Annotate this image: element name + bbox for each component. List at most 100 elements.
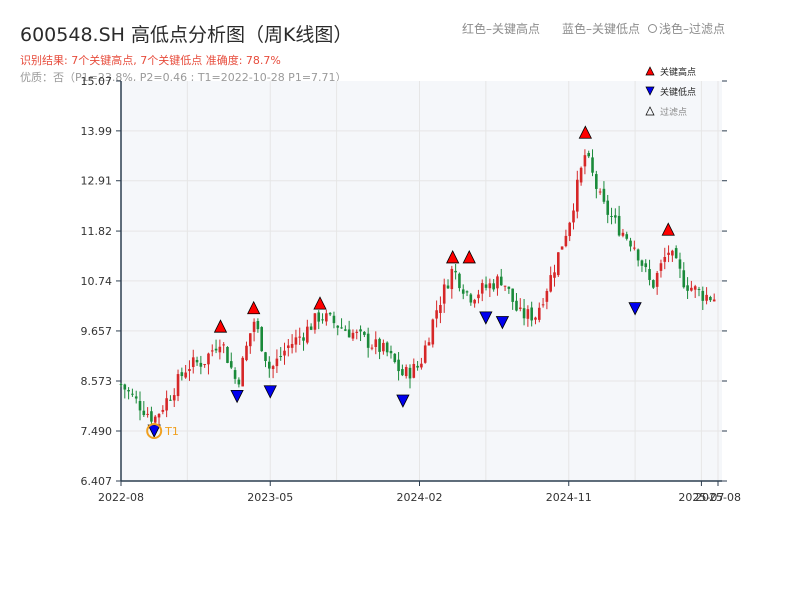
candle-body: [317, 312, 321, 322]
y-tick-label: 13.99: [81, 125, 113, 138]
candle-body: [214, 348, 218, 351]
t1-label: T1: [164, 425, 179, 438]
candle-body: [435, 310, 438, 319]
y-tick-label: 12.91: [81, 175, 113, 188]
candle-body: [709, 296, 712, 301]
key-high-marker: [661, 222, 675, 236]
candle-body: [518, 307, 522, 309]
candle-body: [595, 174, 598, 189]
candle-body: [397, 359, 400, 372]
candle-body: [488, 283, 492, 289]
candle-body: [431, 319, 435, 345]
candle-body: [142, 410, 146, 416]
candle-body: [423, 345, 427, 363]
candle-body: [279, 356, 283, 358]
quality-summary: 优质：否（P1=23.8%, P2=0.46 ; T1=2022-10-28 P…: [20, 71, 347, 84]
candle-body: [450, 268, 454, 290]
candle-body: [275, 358, 279, 367]
candle-body: [499, 276, 503, 286]
candle-body: [541, 304, 545, 306]
chart-title: 600548.SH 高低点分析图（周K线图）: [20, 24, 353, 46]
candle-body: [484, 284, 488, 288]
key-low-marker: [479, 311, 493, 325]
candle-body: [587, 152, 591, 157]
candle-body: [218, 346, 222, 353]
result-summary: 识别结果: 7个关键高点, 7个关键低点 准确度: 78.7%: [20, 54, 281, 67]
candle-body: [693, 286, 697, 290]
candle-body: [629, 240, 632, 247]
candle-body: [663, 257, 667, 262]
key-low-marker: [230, 389, 244, 404]
candle-body: [636, 249, 640, 261]
candle-body: [633, 247, 636, 249]
candle-body: [446, 285, 450, 289]
candle-body: [644, 263, 648, 268]
candle-body: [610, 216, 613, 218]
candle-body: [366, 333, 370, 348]
candle-body: [264, 352, 267, 362]
candle-body: [537, 307, 541, 320]
candle-body: [176, 374, 180, 397]
candle-body: [602, 188, 606, 202]
candle-body: [465, 291, 469, 293]
candle-body: [237, 379, 241, 385]
candle-body: [697, 288, 701, 290]
candle-body: [321, 319, 324, 321]
candle-body: [606, 200, 610, 215]
legend-marker-icon: [645, 106, 655, 116]
candle-body: [712, 299, 716, 302]
y-tick-label: 11.82: [81, 225, 113, 238]
candle-body: [226, 346, 229, 363]
candle-body: [564, 235, 568, 247]
hint-light-filtered: 浅色–过滤点: [648, 20, 725, 37]
candle-body: [233, 370, 237, 379]
candle-body: [298, 336, 302, 338]
candle-body: [378, 338, 381, 352]
candle-body: [283, 350, 286, 356]
candle-body: [294, 337, 298, 345]
candle-body: [256, 321, 260, 330]
candle-body: [374, 339, 378, 347]
candle-body: [545, 290, 549, 302]
y-tick-label: 9.657: [81, 325, 113, 338]
candle-body: [203, 364, 206, 366]
candle-body: [370, 347, 374, 349]
key-high-marker: [313, 296, 327, 310]
candle-body: [184, 372, 187, 378]
candle-body: [659, 263, 663, 271]
candle-body: [267, 361, 271, 369]
candle-body: [393, 353, 397, 363]
candle-body: [530, 307, 533, 321]
candle-body: [245, 345, 248, 361]
candle-body: [328, 312, 332, 315]
candle-body: [408, 367, 412, 379]
candle-body: [131, 393, 134, 395]
key-high-marker: [462, 250, 476, 264]
candle-body: [682, 270, 686, 288]
candle-body: [526, 309, 530, 319]
candle-body: [576, 179, 579, 212]
candle-body: [648, 269, 651, 280]
candle-body: [344, 329, 347, 331]
key-low-marker: [396, 394, 410, 408]
candle-body: [351, 332, 355, 339]
candle-body: [325, 313, 328, 322]
candle-body: [621, 232, 625, 236]
candle-body: [309, 326, 313, 330]
candle-body: [119, 384, 123, 386]
candle-body: [553, 272, 556, 278]
x-tick-label: 2024-02: [397, 491, 443, 504]
candle-body: [640, 260, 644, 266]
candle-body: [290, 343, 294, 348]
y-tick-label: 10.74: [81, 275, 113, 288]
candle-body: [556, 252, 560, 276]
y-tick-label: 15.07: [81, 75, 113, 88]
candle-body: [188, 369, 191, 372]
candle-body: [652, 280, 655, 288]
x-tick-label: 2023-05: [247, 491, 293, 504]
candle-body: [127, 390, 130, 392]
candle-body: [625, 234, 629, 239]
candle-body: [427, 342, 431, 346]
candle-body: [134, 396, 138, 399]
candle-body: [123, 384, 127, 390]
